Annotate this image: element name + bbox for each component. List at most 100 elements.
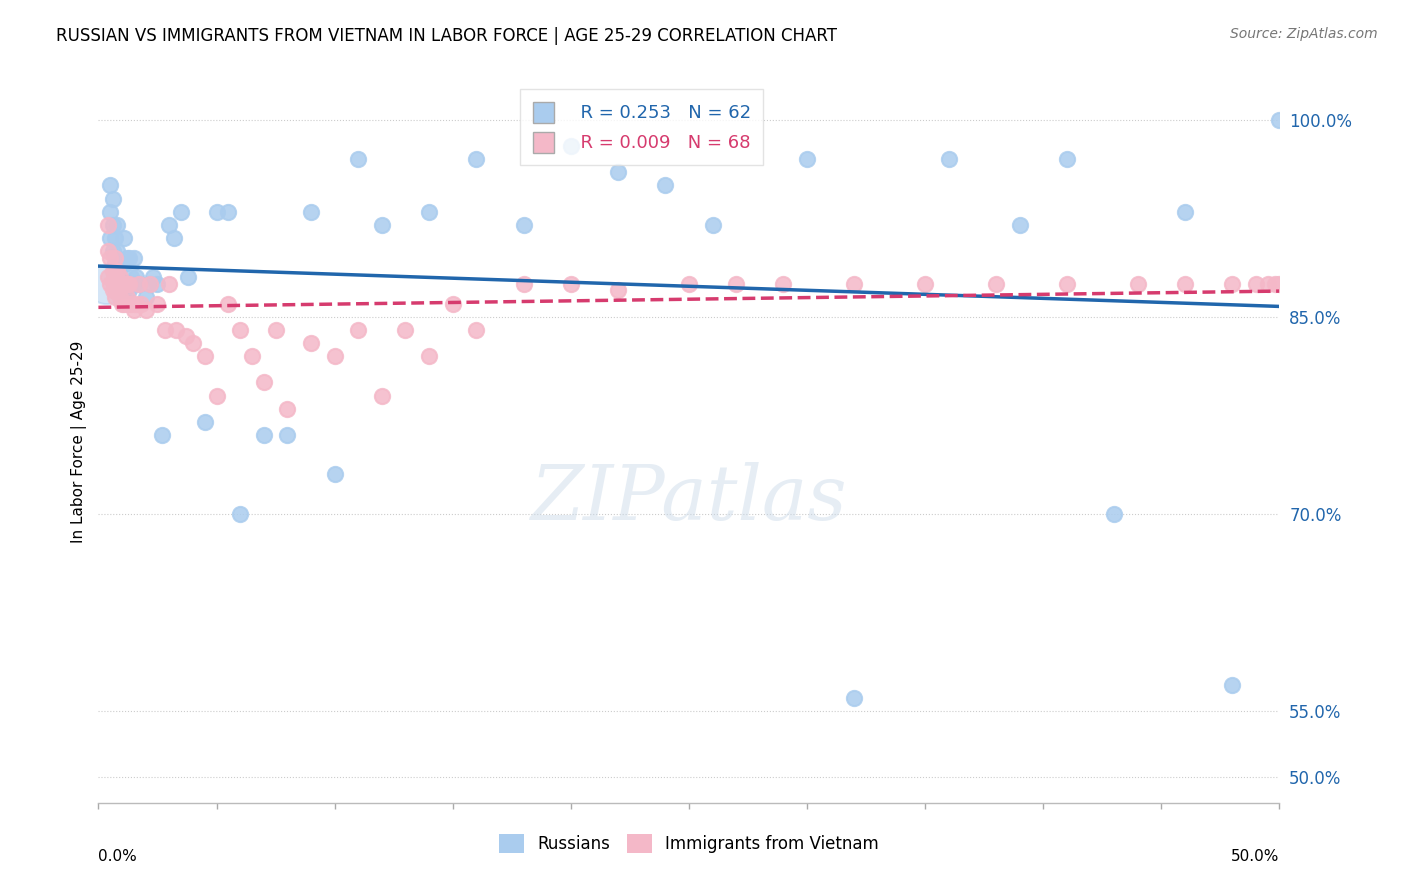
Point xyxy=(146,277,169,291)
Point xyxy=(125,296,148,310)
Point xyxy=(323,349,346,363)
Point xyxy=(240,349,263,363)
Point xyxy=(122,277,145,291)
Point xyxy=(104,231,127,245)
Point xyxy=(112,296,135,310)
Point xyxy=(112,284,135,298)
Point xyxy=(111,296,134,310)
Point xyxy=(229,323,252,337)
Point xyxy=(1220,677,1243,691)
Point xyxy=(217,204,239,219)
Point xyxy=(512,277,534,291)
Legend: Russians, Immigrants from Vietnam: Russians, Immigrants from Vietnam xyxy=(492,827,886,860)
Point xyxy=(418,349,440,363)
Point xyxy=(139,277,162,291)
Point xyxy=(111,277,134,291)
Text: 50.0%: 50.0% xyxy=(1232,849,1279,863)
Point xyxy=(98,231,121,245)
Point xyxy=(560,139,582,153)
Point xyxy=(101,244,124,258)
Point xyxy=(264,323,287,337)
Point xyxy=(465,152,488,166)
Point xyxy=(276,401,298,416)
Point xyxy=(108,284,131,298)
Text: Source: ZipAtlas.com: Source: ZipAtlas.com xyxy=(1230,27,1378,41)
Point xyxy=(94,277,117,291)
Point xyxy=(229,507,252,521)
Point xyxy=(97,218,120,232)
Point xyxy=(97,244,120,258)
Point xyxy=(105,264,128,278)
Text: ZIPatlas: ZIPatlas xyxy=(530,462,848,536)
Point xyxy=(371,218,394,232)
Point xyxy=(465,323,488,337)
Point xyxy=(678,277,700,291)
Point xyxy=(165,323,187,337)
Point xyxy=(101,192,124,206)
Point xyxy=(128,277,150,291)
Point xyxy=(157,218,180,232)
Point xyxy=(101,218,124,232)
Point xyxy=(118,284,141,298)
Point xyxy=(104,270,127,285)
Point xyxy=(129,296,152,310)
Point xyxy=(108,270,131,285)
Point xyxy=(118,251,141,265)
Point xyxy=(938,152,960,166)
Point xyxy=(118,277,141,291)
Point xyxy=(276,428,298,442)
Point xyxy=(146,296,169,310)
Point xyxy=(150,428,173,442)
Point xyxy=(111,257,134,271)
Point xyxy=(607,284,630,298)
Point xyxy=(1257,277,1279,291)
Point xyxy=(101,284,124,298)
Point xyxy=(115,251,138,265)
Y-axis label: In Labor Force | Age 25-29: In Labor Force | Age 25-29 xyxy=(72,341,87,542)
Point xyxy=(135,303,157,318)
Point xyxy=(112,257,135,271)
Point xyxy=(796,152,818,166)
Point xyxy=(170,204,193,219)
Point xyxy=(98,204,121,219)
Point xyxy=(347,323,370,337)
Point xyxy=(194,349,217,363)
Point xyxy=(1264,277,1286,291)
Point xyxy=(1174,204,1197,219)
Point xyxy=(1056,152,1078,166)
Point xyxy=(844,277,866,291)
Point xyxy=(702,218,724,232)
Text: 0.0%: 0.0% xyxy=(98,849,138,863)
Point xyxy=(253,428,276,442)
Point xyxy=(371,388,394,402)
Point xyxy=(984,277,1007,291)
Point xyxy=(654,178,676,193)
Point xyxy=(205,204,228,219)
Point xyxy=(1102,507,1125,521)
Point xyxy=(142,270,165,285)
Point xyxy=(108,290,131,304)
Point xyxy=(157,277,180,291)
Point xyxy=(122,303,145,318)
Point xyxy=(163,231,186,245)
Point xyxy=(512,218,534,232)
Point xyxy=(1268,112,1291,127)
Point xyxy=(97,270,120,285)
Point xyxy=(98,277,121,291)
Point xyxy=(1244,277,1267,291)
Point xyxy=(112,277,135,291)
Point xyxy=(105,244,128,258)
Point xyxy=(1268,277,1291,291)
Point xyxy=(98,251,121,265)
Point xyxy=(1008,218,1031,232)
Point xyxy=(121,270,143,285)
Point xyxy=(914,277,936,291)
Point xyxy=(122,251,145,265)
Point xyxy=(139,277,162,291)
Point xyxy=(844,690,866,705)
Point xyxy=(104,290,127,304)
Point xyxy=(194,415,217,429)
Point xyxy=(108,257,131,271)
Text: RUSSIAN VS IMMIGRANTS FROM VIETNAM IN LABOR FORCE | AGE 25-29 CORRELATION CHART: RUSSIAN VS IMMIGRANTS FROM VIETNAM IN LA… xyxy=(56,27,837,45)
Point xyxy=(299,204,322,219)
